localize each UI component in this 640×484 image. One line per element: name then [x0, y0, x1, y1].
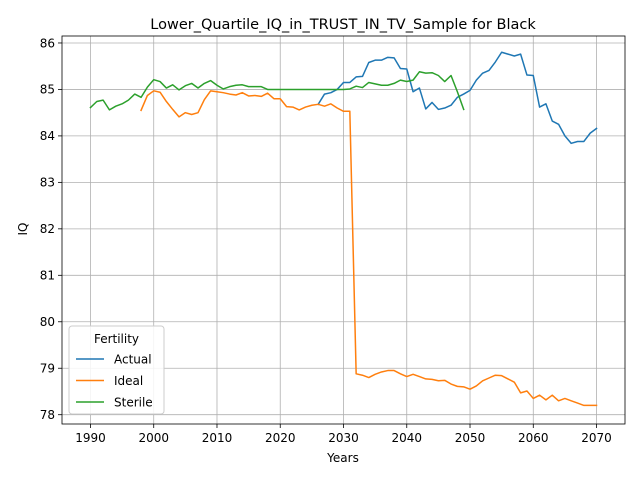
y-tick-label: 83 — [40, 176, 55, 190]
y-tick-label: 81 — [40, 269, 55, 283]
legend-title: Fertility — [94, 332, 139, 346]
y-tick-label: 79 — [40, 362, 55, 376]
series-line-sterile — [89, 71, 465, 111]
legend: Fertility Actual Ideal Sterile — [68, 325, 165, 415]
grid — [62, 36, 625, 424]
axis-ticks: 1990 2000 2010 2020 2030 2040 2050 2060 2070 78 79… — [40, 36, 612, 445]
legend-box — [68, 325, 165, 415]
legend-entries: Actual Ideal Sterile — [76, 352, 153, 409]
x-tick-label: 2000 — [138, 431, 169, 445]
series-lines — [89, 51, 598, 407]
y-tick-label: 84 — [40, 129, 55, 143]
y-tick-label: 80 — [40, 315, 55, 329]
legend-label-actual: Actual — [114, 352, 152, 366]
chart-title: Lower_Quartile_IQ_in_TRUST_IN_TV_Sample … — [150, 17, 536, 33]
y-tick-label: 82 — [40, 222, 55, 236]
x-tick-label: 2050 — [455, 431, 486, 445]
series-line-ideal — [140, 90, 598, 407]
series-line-actual — [317, 51, 598, 145]
y-tick-label: 86 — [40, 36, 55, 50]
x-tick-label: 2010 — [202, 431, 233, 445]
x-tick-label: 2060 — [518, 431, 549, 445]
y-tick-label: 85 — [40, 83, 55, 97]
x-tick-label: 2030 — [328, 431, 359, 445]
legend-label-ideal: Ideal — [114, 374, 143, 388]
x-tick-label: 2020 — [265, 431, 296, 445]
x-tick-label: 2070 — [581, 431, 612, 445]
x-tick-label: 2040 — [391, 431, 422, 445]
y-tick-label: 78 — [40, 408, 55, 422]
y-axis-label: IQ — [16, 223, 30, 236]
legend-label-sterile: Sterile — [114, 395, 153, 409]
x-tick-label: 1990 — [75, 431, 106, 445]
x-axis-label: Years — [326, 451, 359, 465]
